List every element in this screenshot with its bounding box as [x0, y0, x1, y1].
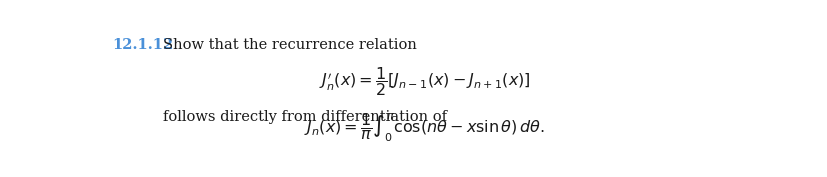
- Text: $J_n(x) = \dfrac{1}{\pi}\int_0^{\pi} \cos(n\theta - x\sin\theta)\, d\theta.$: $J_n(x) = \dfrac{1}{\pi}\int_0^{\pi} \co…: [304, 112, 544, 144]
- Text: $J_n'(x) = \dfrac{1}{2}[J_{n-1}(x) - J_{n+1}(x)]$: $J_n'(x) = \dfrac{1}{2}[J_{n-1}(x) - J_{…: [318, 65, 529, 98]
- Text: Show that the recurrence relation: Show that the recurrence relation: [162, 38, 416, 52]
- Text: follows directly from differentiation of: follows directly from differentiation of: [162, 110, 446, 124]
- Text: 12.1.12: 12.1.12: [112, 38, 173, 52]
